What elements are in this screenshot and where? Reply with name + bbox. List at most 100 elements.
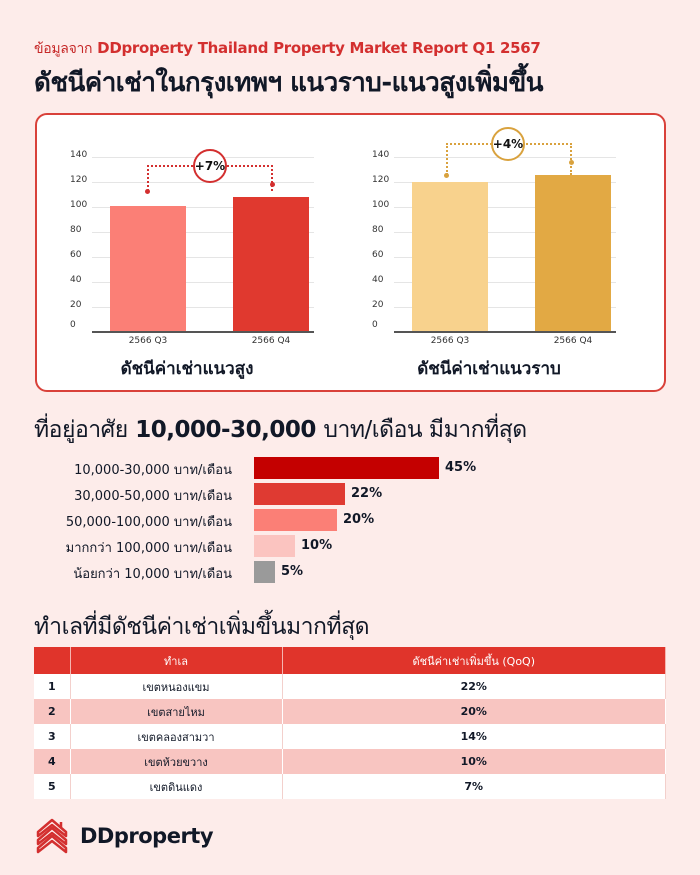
gridline — [92, 282, 314, 283]
change-value: 20% — [282, 699, 666, 724]
bracket-dot — [270, 182, 275, 187]
gridline — [394, 282, 616, 283]
y-tick: 80 — [372, 225, 384, 235]
y-tick: 60 — [372, 250, 384, 260]
y-tick: 60 — [70, 250, 82, 260]
source-prefix: ข้อมูลจาก — [34, 41, 93, 57]
price-label: 30,000-50,000 บาท/เดือน — [74, 489, 232, 504]
bracket-dot — [569, 160, 574, 165]
title-bold: 10,000-30,000 — [135, 417, 316, 443]
title-post: บาท/เดือน มีมากที่สุด — [323, 417, 527, 443]
y-tick: 40 — [70, 275, 82, 285]
chart-title: ดัชนีค่าเช่าแนวราบ — [417, 359, 561, 379]
price-row: น้อยกว่า 10,000 บาท/เดือน 5% — [0, 561, 700, 583]
price-label: น้อยกว่า 10,000 บาท/เดือน — [73, 567, 232, 582]
table-row: 3 เขตคลองสามวา 14% — [34, 724, 666, 749]
price-bar — [254, 535, 295, 557]
bar-q4 — [233, 197, 309, 332]
bar-q4 — [535, 175, 611, 332]
y-tick: 0 — [70, 320, 76, 330]
x-label: 2566 Q3 — [128, 336, 168, 346]
gridline — [92, 257, 314, 258]
highrise-chart: 140 120 100 80 60 40 20 0 2566 Q3 2566 Q… — [37, 115, 337, 394]
price-bar — [254, 483, 345, 505]
title-pre: ที่อยู่อาศัย — [34, 417, 128, 443]
bracket-dot — [444, 173, 449, 178]
price-bar — [254, 457, 439, 479]
change-value: 10% — [282, 749, 666, 774]
location-table: ทำเล ดัชนีค่าเช่าเพิ่มขึ้น (QoQ) 1 เขตหน… — [34, 647, 666, 799]
y-tick: 80 — [70, 225, 82, 235]
page-title: ดัชนีค่าเช่าในกรุงเทพฯ แนวราบ-แนวสูงเพิ่… — [34, 68, 544, 98]
price-row: มากกว่า 100,000 บาท/เดือน 10% — [0, 535, 700, 557]
area: เขตดินแดง — [70, 774, 283, 799]
gridline — [394, 232, 616, 233]
x-axis — [92, 331, 314, 333]
area: เขตคลองสามวา — [70, 724, 283, 749]
house-chevron-icon — [36, 818, 68, 854]
table-row: 4 เขตห้วยขวาง 10% — [34, 749, 666, 774]
y-tick: 20 — [372, 300, 384, 310]
col-change: ดัชนีค่าเช่าเพิ่มขึ้น (QoQ) — [282, 647, 666, 674]
location-section-title: ทำเลที่มีดัชนีค่าเช่าเพิ่มขึ้นมากที่สุด — [34, 614, 370, 640]
y-tick: 0 — [372, 320, 378, 330]
price-value: 22% — [351, 486, 383, 501]
y-tick: 100 — [372, 200, 390, 210]
col-area: ทำเล — [70, 647, 283, 674]
x-axis — [394, 331, 616, 333]
chart-title: ดัชนีค่าเช่าแนวสูง — [120, 359, 254, 379]
price-row: 50,000-100,000 บาท/เดือน 20% — [0, 509, 700, 531]
y-tick: 40 — [372, 275, 384, 285]
bar-q3 — [110, 206, 186, 332]
table-row: 2 เขตสายไหม 20% — [34, 699, 666, 724]
price-label: 50,000-100,000 บาท/เดือน — [65, 515, 232, 530]
rent-index-card: 140 120 100 80 60 40 20 0 2566 Q3 2566 Q… — [35, 113, 666, 392]
bracket-dot — [145, 189, 150, 194]
change-badge: +4% — [491, 127, 525, 161]
gridline — [394, 207, 616, 208]
y-tick: 20 — [70, 300, 82, 310]
rank: 2 — [34, 699, 71, 724]
gridline — [92, 207, 314, 208]
area: เขตห้วยขวาง — [70, 749, 283, 774]
price-value: 10% — [301, 538, 333, 553]
price-section-title: ที่อยู่อาศัย 10,000-30,000 บาท/เดือน มีม… — [34, 412, 527, 448]
price-row: 30,000-50,000 บาท/เดือน 22% — [0, 483, 700, 505]
y-tick: 140 — [372, 150, 390, 160]
gridline — [394, 257, 616, 258]
lowrise-chart: 140 120 100 80 60 40 20 0 2566 Q3 2566 Q… — [339, 115, 639, 394]
y-tick: 120 — [70, 175, 88, 185]
x-label: 2566 Q4 — [251, 336, 291, 346]
table-row: 1 เขตหนองแขม 22% — [34, 674, 666, 699]
change-value: 22% — [282, 674, 666, 699]
price-value: 5% — [281, 564, 304, 579]
ddproperty-logo: DDproperty — [34, 816, 214, 856]
x-label: 2566 Q3 — [430, 336, 470, 346]
price-bar — [254, 561, 275, 583]
source-name: DDproperty Thailand Property Market Repo… — [97, 39, 541, 57]
price-row: 10,000-30,000 บาท/เดือน 45% — [0, 457, 700, 479]
bar-q3 — [412, 182, 488, 332]
gridline — [394, 182, 616, 183]
gridline — [394, 307, 616, 308]
area: เขตสายไหม — [70, 699, 283, 724]
rank: 4 — [34, 749, 71, 774]
change-badge: +7% — [193, 149, 227, 183]
gridline — [92, 232, 314, 233]
y-tick: 120 — [372, 175, 390, 185]
x-label: 2566 Q4 — [553, 336, 593, 346]
area: เขตหนองแขม — [70, 674, 283, 699]
gridline — [92, 182, 314, 183]
source-line: ข้อมูลจาก DDproperty Thailand Property M… — [34, 38, 541, 60]
price-bar — [254, 509, 337, 531]
price-label: มากกว่า 100,000 บาท/เดือน — [65, 541, 232, 556]
col-rank — [34, 647, 71, 674]
table-row: 5 เขตดินแดง 7% — [34, 774, 666, 799]
gridline — [92, 307, 314, 308]
logo-text: DDproperty — [80, 824, 214, 848]
table-header: ทำเล ดัชนีค่าเช่าเพิ่มขึ้น (QoQ) — [34, 647, 666, 674]
y-tick: 140 — [70, 150, 88, 160]
y-tick: 100 — [70, 200, 88, 210]
rank: 3 — [34, 724, 71, 749]
price-value: 20% — [343, 512, 375, 527]
